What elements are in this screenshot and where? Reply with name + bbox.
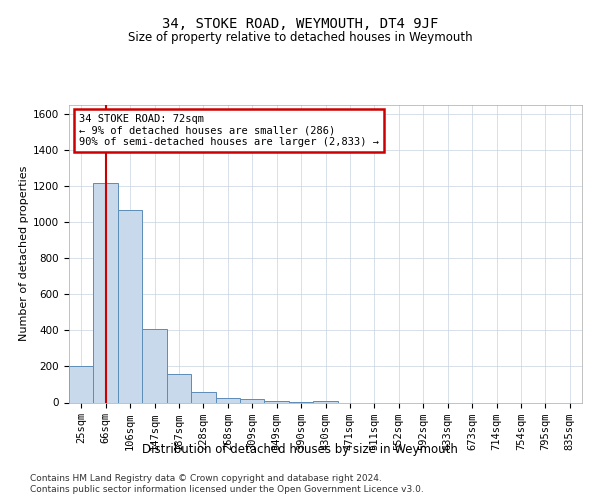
Text: 34, STOKE ROAD, WEYMOUTH, DT4 9JF: 34, STOKE ROAD, WEYMOUTH, DT4 9JF <box>162 18 438 32</box>
Bar <box>240 400 265 402</box>
Bar <box>94 182 118 402</box>
Text: Distribution of detached houses by size in Weymouth: Distribution of detached houses by size … <box>142 442 458 456</box>
Bar <box>167 374 191 402</box>
Bar <box>265 400 289 402</box>
Text: Contains public sector information licensed under the Open Government Licence v3: Contains public sector information licen… <box>30 485 424 494</box>
Text: Size of property relative to detached houses in Weymouth: Size of property relative to detached ho… <box>128 31 472 44</box>
Y-axis label: Number of detached properties: Number of detached properties <box>19 166 29 342</box>
Text: Contains HM Land Registry data © Crown copyright and database right 2024.: Contains HM Land Registry data © Crown c… <box>30 474 382 483</box>
Bar <box>142 328 167 402</box>
Text: 34 STOKE ROAD: 72sqm
← 9% of detached houses are smaller (286)
90% of semi-detac: 34 STOKE ROAD: 72sqm ← 9% of detached ho… <box>79 114 379 147</box>
Bar <box>215 398 240 402</box>
Bar <box>118 210 142 402</box>
Bar <box>69 366 94 402</box>
Bar <box>191 392 215 402</box>
Bar <box>313 400 338 402</box>
